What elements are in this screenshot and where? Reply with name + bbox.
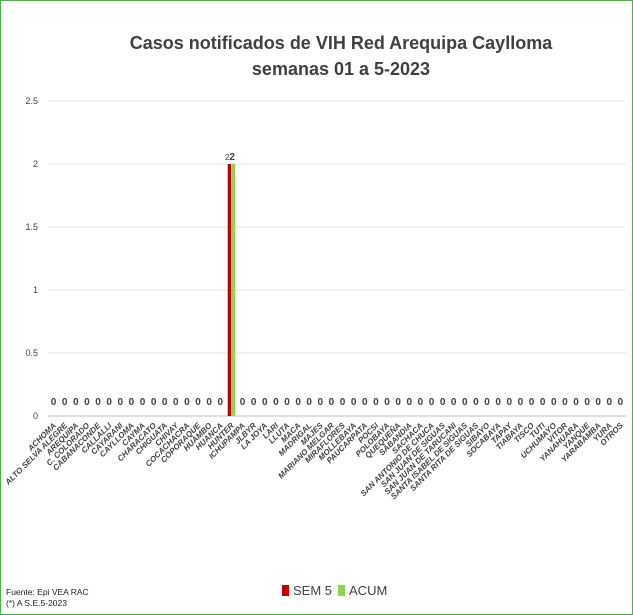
data-label: 0: [451, 397, 457, 408]
bar-acum: [231, 164, 236, 416]
chart-title: Casos notificados de VIH Red Arequipa Ca…: [130, 33, 553, 53]
y-tick-label: 2.5: [25, 96, 38, 106]
y-tick-label: 0: [33, 411, 38, 421]
data-label: 0: [384, 397, 390, 408]
data-label: 0: [484, 397, 490, 408]
data-label: 0: [240, 397, 246, 408]
legend-label-acum: ACUM: [349, 583, 388, 598]
data-label: 0: [273, 397, 279, 408]
y-tick-label: 1: [33, 285, 38, 295]
data-label: 0: [362, 397, 368, 408]
data-label: 0: [117, 397, 123, 408]
data-label: 0: [184, 397, 190, 408]
data-label: 0: [340, 397, 346, 408]
data-label: 0: [284, 397, 290, 408]
source-note: Fuente: Epi VEA RAC (*) A S.E.5-2023: [6, 587, 89, 609]
y-tick-label: 0.5: [25, 348, 38, 358]
data-label: 0: [529, 397, 535, 408]
data-label: 0: [540, 397, 546, 408]
y-tick-label: 2: [33, 159, 38, 169]
data-label: 0: [106, 397, 112, 408]
data-labels: 0 0 0 0 0 0 0 0 0 0 0 0 0 0 0 02 20 0 0 0 0 0 0 0 0 0 0 0 0 0 0 0 0 0 0 0 0 0…: [51, 152, 624, 408]
legend-label-sem5: SEM 5: [293, 583, 333, 598]
note-line: (*) A S.E.5-2023: [6, 598, 67, 608]
legend-swatch-acum: [338, 585, 346, 596]
bars: [227, 164, 236, 416]
legend: SEM 5 ACUM: [282, 583, 387, 598]
bar-sem5: [227, 164, 232, 416]
data-label: 0: [473, 397, 479, 408]
data-label: 0: [584, 397, 590, 408]
data-label: 0: [351, 397, 357, 408]
data-label: 0: [84, 397, 90, 408]
chart-subtitle: semanas 01 a 5-2023: [252, 59, 430, 79]
data-label: 0: [51, 397, 57, 408]
data-label: 0: [95, 397, 101, 408]
data-label: 0: [429, 397, 435, 408]
data-label: 0: [595, 397, 601, 408]
data-label: 0: [562, 397, 568, 408]
data-label: 0: [318, 397, 324, 408]
data-label: 0: [406, 397, 412, 408]
data-label: 0: [62, 397, 68, 408]
data-label: 0: [551, 397, 557, 408]
data-label-acum: 2: [229, 152, 235, 163]
data-label: 0: [195, 397, 201, 408]
data-label: 0: [251, 397, 257, 408]
data-label: 0: [329, 397, 335, 408]
data-label: 0: [151, 397, 157, 408]
data-label: 0: [295, 397, 301, 408]
data-label: 0: [462, 397, 468, 408]
gridlines: 0 0.5 1 1.5 2 2.5: [25, 96, 626, 421]
data-label-sem5: 2: [225, 153, 230, 162]
data-label: 0: [73, 397, 79, 408]
data-label: 0: [373, 397, 379, 408]
data-label: 0: [395, 397, 401, 408]
source-line: Fuente: Epi VEA RAC: [6, 587, 89, 597]
data-label: 0: [573, 397, 579, 408]
data-label: 0: [129, 397, 135, 408]
data-label: 0: [495, 397, 501, 408]
data-label: 0: [140, 397, 146, 408]
data-label: 0: [262, 397, 268, 408]
data-label: 0: [518, 397, 524, 408]
data-label: 0: [507, 397, 513, 408]
data-label: 0: [218, 397, 224, 408]
data-label: 0: [440, 397, 446, 408]
data-label: 0: [306, 397, 312, 408]
legend-swatch-sem5: [282, 585, 289, 596]
data-label: 0: [206, 397, 212, 408]
data-label: 0: [418, 397, 424, 408]
y-tick-label: 1.5: [25, 222, 38, 232]
data-label: 0: [618, 397, 624, 408]
data-label: 0: [162, 397, 168, 408]
data-label: 0: [607, 397, 613, 408]
data-label: 0: [173, 397, 179, 408]
